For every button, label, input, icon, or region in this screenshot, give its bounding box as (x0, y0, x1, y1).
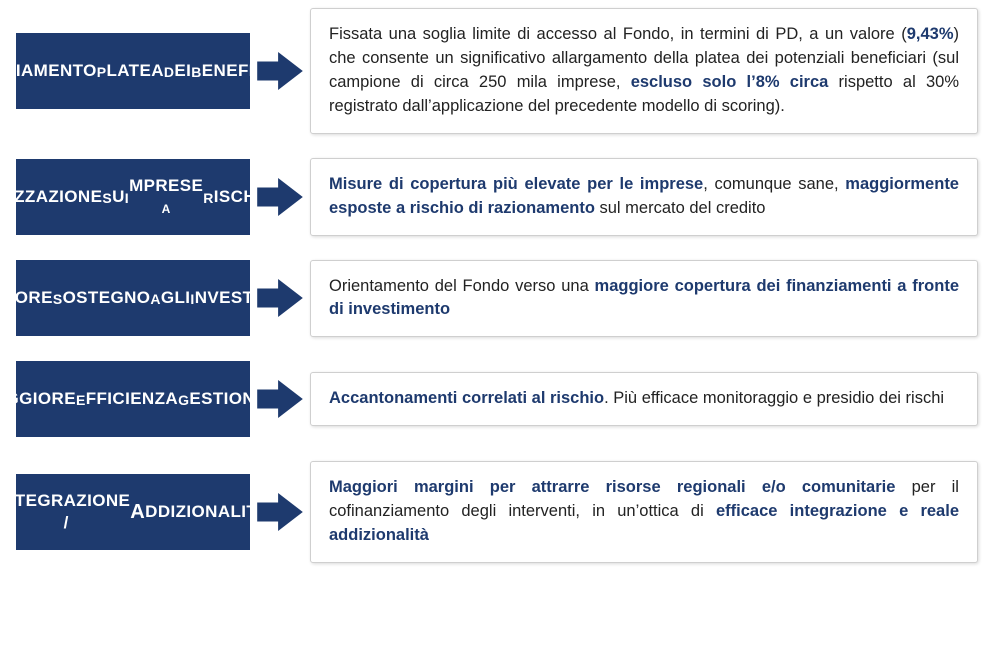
arrow (250, 178, 310, 216)
arrow (250, 380, 310, 418)
description-box: Orientamento del Fondo verso una maggior… (310, 260, 978, 338)
arrow-icon (257, 380, 303, 418)
row-3: MAGGIORE eFFICIENZA gESTIONALE Accantonam… (16, 361, 978, 437)
description-box: Accantonamenti correlati al rischio. Più… (310, 372, 978, 426)
row-2: MAGGIORE sOSTEGNO aGLI iNVESTIMENTI Orien… (16, 260, 978, 338)
label-box: MAGGIORE eFFICIENZA gESTIONALE (16, 361, 250, 437)
description-box: Fissata una soglia limite di accesso al … (310, 8, 978, 134)
arrow-icon (257, 279, 303, 317)
row-1: MAGGIORE fOCALIZZAZIONE sU iMPRESE a rIS… (16, 158, 978, 236)
arrow-icon (257, 52, 303, 90)
arrow (250, 52, 310, 90)
label-box: MAGGIORE fOCALIZZAZIONE sU iMPRESE a rIS… (16, 159, 250, 235)
label-box: MAGGIORE sOSTEGNO aGLI iNVESTIMENTI (16, 260, 250, 336)
label-box: AMPLIAMENTO pLATEA dEI bENEFICIARI (16, 33, 250, 109)
arrow-icon (257, 178, 303, 216)
description-box: Misure di copertura più elevate per le i… (310, 158, 978, 236)
row-4: INTEGRAZIONE / ADDIZIONALITÀ Maggiori mar… (16, 461, 978, 563)
label-box: INTEGRAZIONE / ADDIZIONALITÀ (16, 474, 250, 550)
row-0: AMPLIAMENTO pLATEA dEI bENEFICIARI Fissat… (16, 8, 978, 134)
arrow (250, 279, 310, 317)
diagram-root: AMPLIAMENTO pLATEA dEI bENEFICIARI Fissat… (16, 8, 978, 563)
description-box: Maggiori margini per attrarre risorse re… (310, 461, 978, 563)
arrow-icon (257, 493, 303, 531)
arrow (250, 493, 310, 531)
